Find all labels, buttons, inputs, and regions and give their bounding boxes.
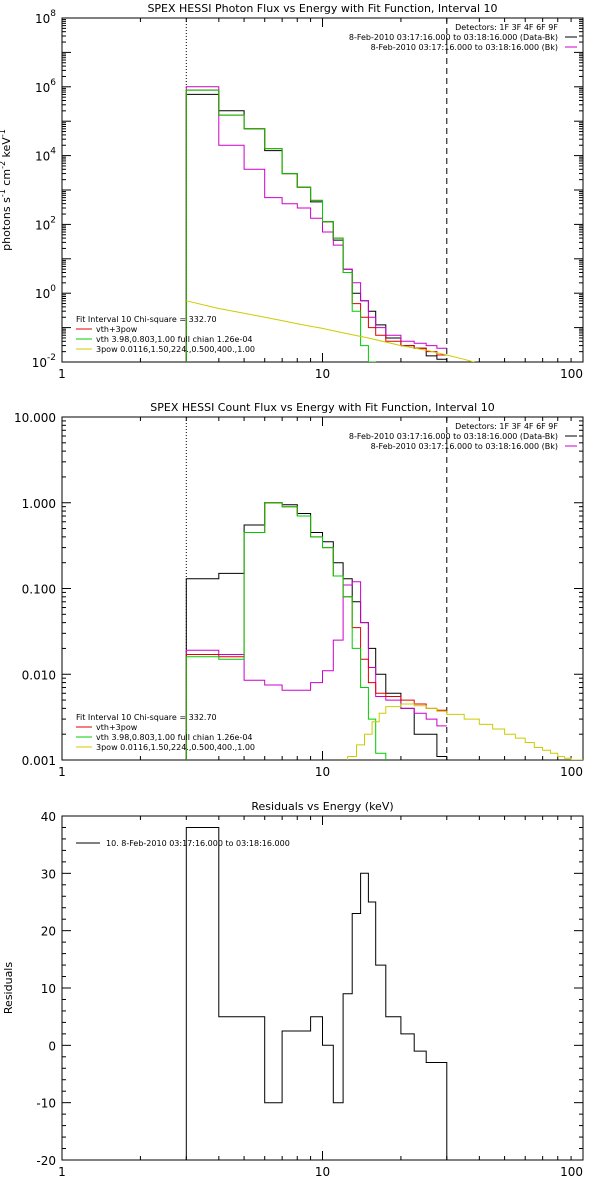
- count-ytick-label: 10.000: [14, 411, 56, 425]
- residuals-ytick-label: 30: [41, 867, 56, 881]
- count-title: SPEX HESSI Count Flux vs Energy with Fit…: [150, 401, 494, 414]
- residuals-ytick-label: -20: [36, 1154, 56, 1168]
- photon-series: [185, 86, 476, 362]
- count-legend-bottom: Fit Interval 10 Chi-square = 332.70vth+3…: [76, 713, 255, 752]
- count-series-3pow: [347, 703, 583, 760]
- count-panel: SPEX HESSI Count Flux vs Energy with Fit…: [14, 401, 584, 779]
- photon-xtick-label: 10: [315, 367, 330, 381]
- photon-ytick-label: 10-2: [32, 353, 56, 370]
- count-series: [185, 502, 583, 760]
- count-legend-label: Fit Interval 10 Chi-square = 332.70: [76, 713, 217, 722]
- count-xtick-label: 10: [315, 765, 330, 779]
- photon-ylabel-part: keV: [0, 137, 13, 161]
- photon-xtick-label: 1: [58, 367, 66, 381]
- count-series-vth: [185, 502, 387, 760]
- count-legend-label: vth+3pow: [96, 723, 138, 732]
- count-legend-top: Detectors: 1F 3F 4F 6F 9F8-Feb-2010 03:1…: [349, 422, 577, 451]
- count-legend-label: 3pow 0.0116,1.50,224.,0.500,400.,1.00: [96, 743, 255, 752]
- photon-series-3pow: [186, 300, 476, 362]
- residuals-ytick-label: 0: [48, 1039, 56, 1053]
- photon-legend-label: 8-Feb-2010 03:17:16.000 to 03:18:16.000 …: [349, 33, 558, 42]
- residuals-frame: [61, 815, 584, 1161]
- photon-ytick-label: 104: [35, 147, 56, 164]
- photon-legend-label: vth+3pow: [96, 325, 138, 334]
- count-xtick-label: 100: [560, 765, 583, 779]
- photon-ytick-mantissa: 10: [35, 12, 50, 26]
- photon-ytick-mantissa: 10: [35, 150, 50, 164]
- photon-ytick-exponent: 6: [50, 78, 56, 88]
- photon-ytick-mantissa: 10: [35, 287, 50, 301]
- count-legend-label: 8-Feb-2010 03:17:16.000 to 03:18:16.000 …: [349, 432, 558, 441]
- count-legend-label: 8-Feb-2010 03:17:16.000 to 03:18:16.000 …: [371, 442, 558, 451]
- photon-ytick-mantissa: 10: [32, 356, 47, 370]
- residuals-xtick-label: 100: [560, 1165, 583, 1179]
- photon-legend-label: 3pow 0.0116,1.50,224.,0.500,400.,1.00: [96, 345, 255, 354]
- count-ytick-label: 0.010: [22, 668, 56, 682]
- residuals-ytick-label: 10: [41, 982, 56, 996]
- photon-ylabel-part: cm: [0, 169, 13, 189]
- residuals-legend-label: 10. 8-Feb-2010 03:17:16.000 to 03:18:16.…: [106, 839, 290, 848]
- residuals-xtick-label: 10: [315, 1165, 330, 1179]
- photon-xtick-label: 100: [560, 367, 583, 381]
- photon-ytick-exponent: 0: [50, 284, 56, 294]
- photon-legend-label: Detectors: 1F 3F 4F 6F 9F: [455, 23, 558, 32]
- photon-frame: [61, 17, 584, 363]
- photon-ylabel-part: -2: [0, 161, 7, 169]
- count-series-bk: [185, 581, 447, 760]
- photon-panel: SPEX HESSI Photon Flux vs Energy with Fi…: [0, 2, 584, 381]
- residuals-ytick-label: 40: [41, 810, 56, 824]
- count-xtick-label: 1: [58, 765, 66, 779]
- residuals-ylabel: Residuals: [2, 962, 15, 1014]
- residuals-panel: Residuals vs Energy (keV) 1 10 100 -20 -10 0 10…: [2, 800, 584, 1179]
- photon-ytick-mantissa: 10: [35, 218, 50, 232]
- photon-ytick-label: 106: [35, 78, 56, 95]
- residuals-title: Residuals vs Energy (keV): [251, 800, 393, 813]
- residuals-ytick-label: 20: [41, 925, 56, 939]
- photon-legend-top: Detectors: 1F 3F 4F 6F 9F8-Feb-2010 03:1…: [349, 23, 577, 52]
- photon-ytick-mantissa: 10: [35, 81, 50, 95]
- residuals-xtick-label: 1: [58, 1165, 66, 1179]
- photon-ytick-exponent: 4: [50, 147, 56, 157]
- photon-ytick-label: 100: [35, 284, 56, 301]
- photon-series-vth: [185, 89, 377, 362]
- count-y-ticks: 0.001 0.010 0.100 1.000 10.000: [14, 411, 583, 768]
- photon-ytick-label: 108: [35, 9, 56, 26]
- residuals-series-10-8-feb-2010-03-17-16-000-to-03-18-16-000: [185, 827, 448, 1160]
- photon-ytick-exponent: -2: [47, 353, 56, 363]
- photon-legend-label: 8-Feb-2010 03:17:16.000 to 03:18:16.000 …: [371, 43, 558, 52]
- photon-ylabel-part: -1: [0, 189, 7, 197]
- count-frame: [61, 416, 584, 761]
- photon-ytick-exponent: 2: [50, 215, 56, 225]
- residuals-legend-top: 10. 8-Feb-2010 03:17:16.000 to 03:18:16.…: [76, 839, 290, 848]
- count-ytick-label: 0.100: [22, 583, 56, 597]
- residuals-series: [185, 827, 448, 1160]
- photon-ylabel: photons s-1 cm-2 keV-1: [0, 129, 13, 251]
- count-x-ticks: 1 10 100: [58, 417, 583, 779]
- photon-title: SPEX HESSI Photon Flux vs Energy with Fi…: [147, 2, 497, 15]
- photon-legend-bottom: Fit Interval 10 Chi-square = 332.70vth+3…: [76, 315, 255, 354]
- photon-ytick-exponent: 8: [50, 9, 56, 19]
- residuals-x-ticks: 1 10 100: [58, 816, 583, 1179]
- count-legend-label: Detectors: 1F 3F 4F 6F 9F: [455, 422, 558, 431]
- photon-ylabel-part: -1: [0, 129, 7, 137]
- count-ytick-label: 1.000: [22, 497, 56, 511]
- photon-ylabel-part: photons s: [0, 197, 13, 251]
- count-ytick-label: 0.001: [22, 754, 56, 768]
- photon-legend-label: Fit Interval 10 Chi-square = 332.70: [76, 315, 217, 324]
- photon-legend-label: vth 3.98,0.803,1.00 full chian 1.26e-04: [96, 335, 253, 344]
- count-legend-label: vth 3.98,0.803,1.00 full chian 1.26e-04: [96, 733, 253, 742]
- residuals-y-ticks: -20 -10 0 10 20 30 40: [36, 810, 583, 1168]
- residuals-ytick-label: -10: [36, 1097, 56, 1111]
- photon-ytick-label: 102: [35, 215, 56, 232]
